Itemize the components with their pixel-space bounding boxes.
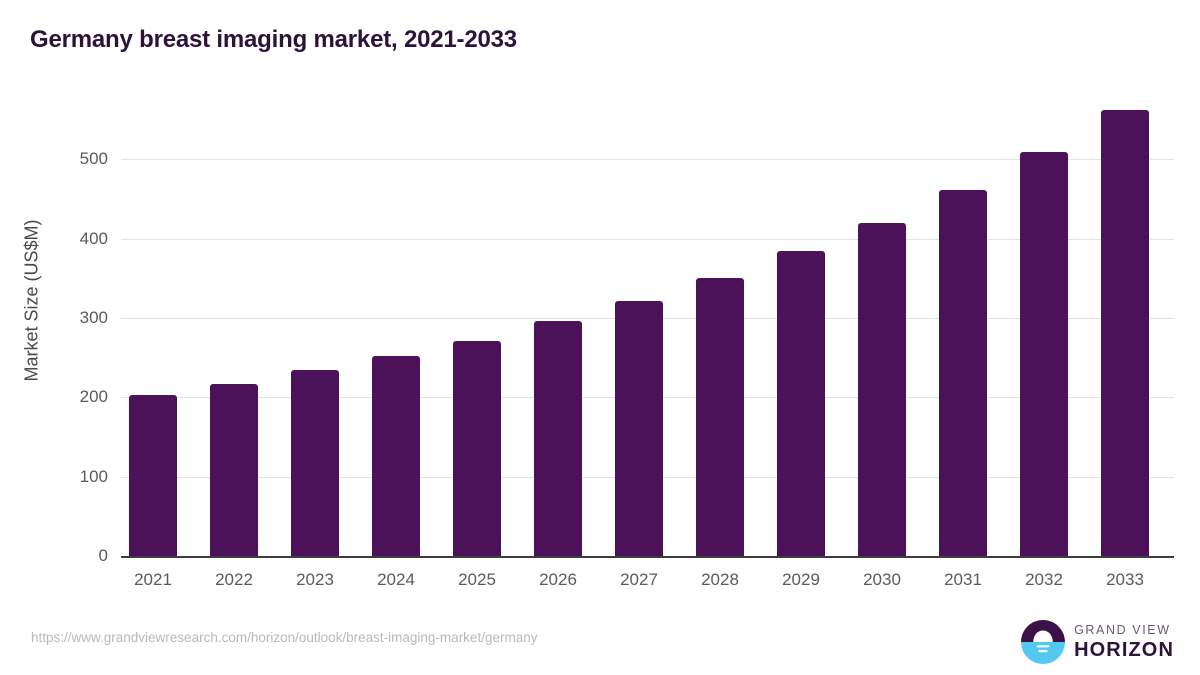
y-axis-tick-label: 400 bbox=[79, 228, 108, 248]
bar[interactable] bbox=[210, 383, 258, 556]
bar[interactable] bbox=[777, 251, 825, 556]
y-axis-tick-label: 500 bbox=[79, 149, 108, 169]
x-axis-tick-label: 2033 bbox=[1106, 570, 1144, 589]
bar[interactable] bbox=[534, 321, 582, 556]
x-axis-line bbox=[121, 556, 1174, 558]
bar[interactable] bbox=[372, 356, 420, 556]
source-url[interactable]: https://www.grandviewresearch.com/horizo… bbox=[31, 630, 538, 645]
bar[interactable] bbox=[1020, 151, 1068, 556]
x-axis-tick-label: 2031 bbox=[944, 570, 982, 589]
bar[interactable] bbox=[453, 341, 501, 556]
logo-line-grand-view: GRAND VIEW bbox=[1074, 622, 1171, 637]
x-axis-tick-label: 2029 bbox=[782, 570, 820, 589]
bar[interactable] bbox=[615, 301, 663, 556]
x-axis-tick-label: 2021 bbox=[134, 570, 172, 589]
bar-series bbox=[121, 100, 1174, 556]
y-axis-ticks: 0 100 200 300 400 500 bbox=[32, 0, 108, 675]
logo-wordmark: GRAND VIEW HORIZON bbox=[1074, 624, 1174, 661]
y-axis-tick-label: 300 bbox=[79, 308, 108, 328]
bar[interactable] bbox=[858, 222, 906, 556]
page-title: Germany breast imaging market, 2021-2033 bbox=[30, 26, 517, 53]
bar[interactable] bbox=[1101, 109, 1149, 556]
y-axis-tick-label: 0 bbox=[98, 546, 108, 565]
y-axis-tick-label: 200 bbox=[79, 387, 108, 407]
horizon-sun-icon bbox=[1021, 620, 1066, 664]
gridline bbox=[121, 159, 1174, 161]
x-axis-tick-label: 2023 bbox=[296, 570, 334, 589]
x-axis-tick-label: 2026 bbox=[539, 570, 577, 589]
x-axis-tick-label: 2032 bbox=[1025, 570, 1063, 589]
x-axis-tick-label: 2024 bbox=[377, 570, 415, 589]
x-axis-ticks: 2021 2022 2023 2024 2025 2026 2027 2028 2029 2030… bbox=[121, 570, 1174, 600]
x-axis-tick-label: 2028 bbox=[701, 570, 739, 589]
bar[interactable] bbox=[291, 370, 339, 556]
gridline bbox=[121, 238, 1174, 240]
brand-logo[interactable]: GRAND VIEW HORIZON bbox=[1021, 618, 1174, 666]
bar[interactable] bbox=[939, 190, 987, 556]
x-axis-tick-label: 2022 bbox=[215, 570, 253, 589]
bar[interactable] bbox=[696, 278, 744, 556]
logo-line-horizon: HORIZON bbox=[1074, 639, 1174, 662]
bar[interactable] bbox=[129, 395, 177, 556]
y-axis-tick-label: 100 bbox=[79, 466, 108, 486]
x-axis-tick-label: 2025 bbox=[458, 570, 496, 589]
x-axis-tick-label: 2030 bbox=[863, 570, 901, 589]
x-axis-tick-label: 2027 bbox=[620, 570, 658, 589]
